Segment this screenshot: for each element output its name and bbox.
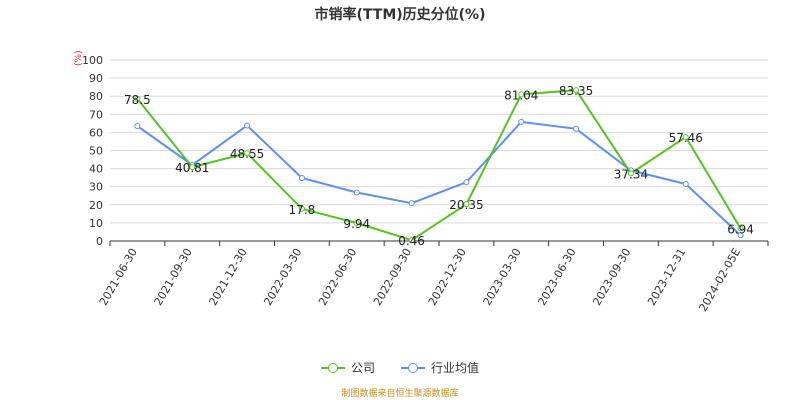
legend-marker-industry <box>401 362 425 373</box>
data-point <box>627 170 634 177</box>
data-label: 57.46 <box>669 131 703 145</box>
data-label: 40.81 <box>175 161 209 175</box>
data-point <box>518 118 525 125</box>
legend: 公司 行业均值 <box>0 359 800 376</box>
data-point <box>408 200 415 207</box>
data-point <box>463 201 470 208</box>
series-line <box>136 120 742 236</box>
series-line <box>136 89 742 242</box>
data-point <box>573 125 580 132</box>
data-label: 9.94 <box>343 217 370 231</box>
data-label: 20.35 <box>449 198 483 212</box>
x-tick-label: 2021-09-30 <box>152 246 195 308</box>
legend-label-industry: 行业均值 <box>431 361 480 375</box>
chart-title: 市销率(TTM)历史分位(%) <box>314 7 486 23</box>
data-point <box>298 175 305 182</box>
legend-item-company[interactable]: 公司 <box>320 359 375 376</box>
data-point <box>244 122 251 129</box>
data-label: 0.46 <box>398 234 425 248</box>
x-tick-label: 2021-06-30 <box>97 246 140 308</box>
x-tick-label: 2024-02-05E <box>696 246 743 314</box>
data-point <box>298 205 305 212</box>
data-point <box>573 87 580 94</box>
data-label: 78.5 <box>124 93 151 107</box>
data-point <box>244 150 251 157</box>
y-tick-label: 50 <box>89 145 103 158</box>
data-point <box>518 91 525 98</box>
x-tick-label: 2022-09-30 <box>371 246 414 308</box>
y-tick-label: 60 <box>89 126 103 139</box>
data-point <box>353 220 360 227</box>
y-tick-label: 70 <box>89 108 103 121</box>
data-point <box>134 95 141 102</box>
legend-label-company: 公司 <box>350 361 375 375</box>
x-tick-label: 2023-03-30 <box>481 246 524 308</box>
y-tick-label: 30 <box>89 181 103 194</box>
y-tick-label: 90 <box>89 72 103 85</box>
data-point <box>737 225 744 232</box>
x-tick-label: 2022-12-30 <box>426 246 469 308</box>
y-tick-label: 20 <box>89 199 103 212</box>
legend-marker-company <box>320 362 345 373</box>
data-point <box>189 164 196 171</box>
x-tick-label: 2023-12-31 <box>645 246 688 308</box>
y-tick-label: 40 <box>89 163 103 176</box>
x-tick-label: 2021-12-30 <box>206 246 249 308</box>
data-point <box>682 180 689 187</box>
y-tick-label: 80 <box>89 90 103 103</box>
x-tick-label: 2023-06-30 <box>535 246 578 308</box>
data-point <box>682 133 689 140</box>
x-tick-label: 2022-06-30 <box>316 246 359 308</box>
data-label: 81.04 <box>504 88 538 102</box>
x-tick-label: 2023-09-30 <box>590 246 633 308</box>
data-point <box>737 232 744 239</box>
data-point <box>353 189 360 196</box>
legend-item-industry[interactable]: 行业均值 <box>401 359 479 376</box>
data-label: 83.35 <box>559 84 593 98</box>
data-label: 48.55 <box>230 147 264 161</box>
y-tick-label: 100 <box>82 54 103 67</box>
data-point <box>463 179 470 186</box>
y-tick-label: 0 <box>96 235 103 248</box>
source-note: 制图数据来自恒生聚源数据库 <box>341 389 459 399</box>
data-point <box>134 123 141 130</box>
x-tick-label: 2022-03-30 <box>261 246 304 308</box>
y-tick-label: 10 <box>89 217 103 230</box>
data-label: 17.8 <box>289 203 316 217</box>
data-point <box>408 237 415 244</box>
data-label: 37.34 <box>614 167 648 181</box>
data-label: 6.94 <box>727 222 754 236</box>
